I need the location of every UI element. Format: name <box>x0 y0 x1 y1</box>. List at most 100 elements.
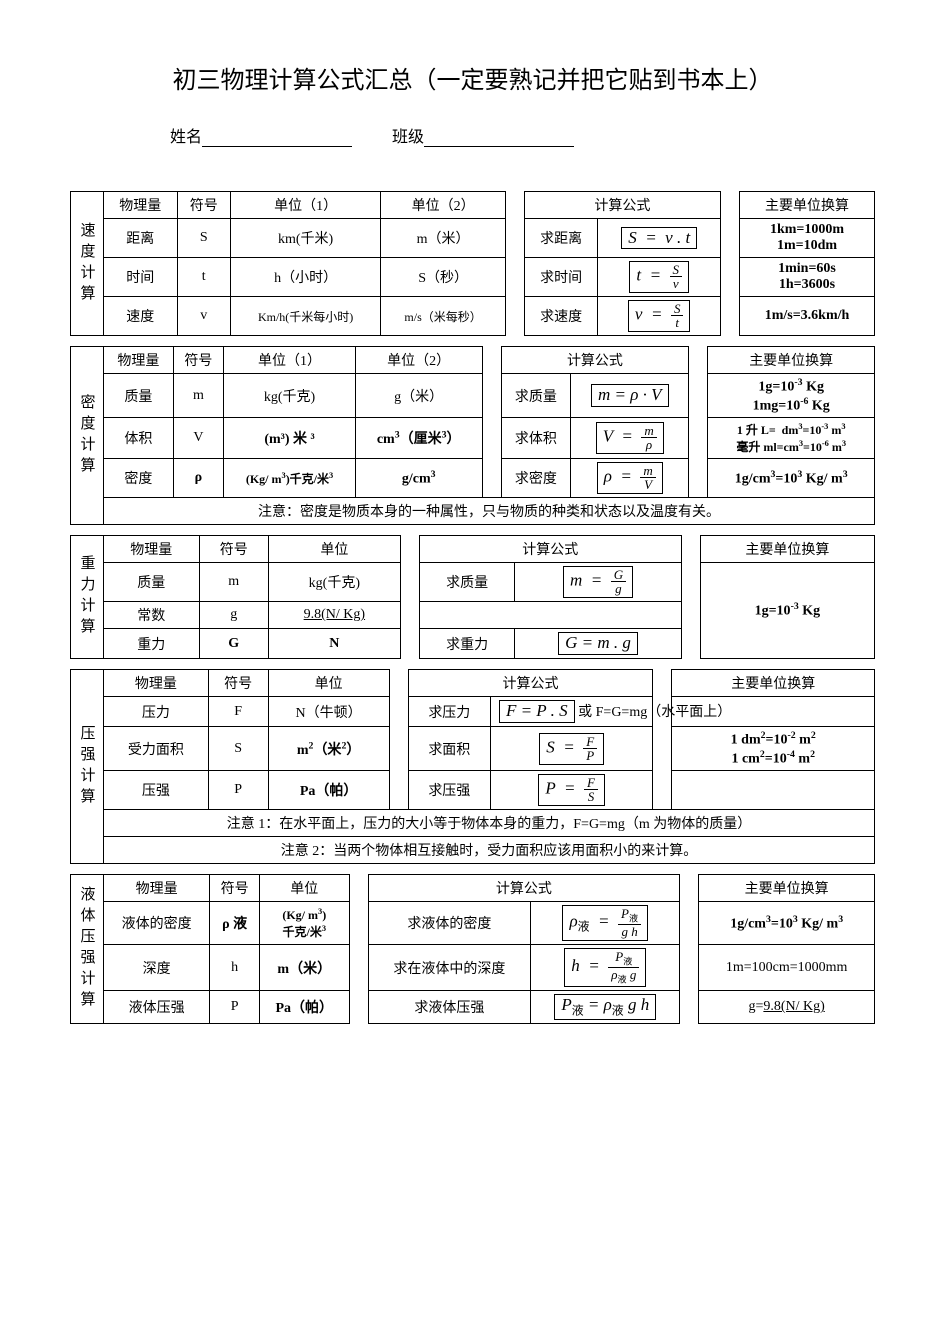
cell: G <box>199 629 268 659</box>
hdr: 物理量 <box>104 670 209 697</box>
hdr: 单位 <box>268 536 400 563</box>
hdr: 计算公式 <box>501 347 689 374</box>
cell: m（米） <box>260 945 350 991</box>
section-label: 液体压强计算 <box>71 875 104 1024</box>
cell: S（秒） <box>381 258 506 297</box>
formula-box: V = mρ <box>571 418 689 459</box>
page-title: 初三物理计算公式汇总（一定要熟记并把它贴到书本上） <box>70 60 875 95</box>
hdr-u1: 单位（1） <box>230 192 380 219</box>
cell: g/cm3 <box>355 459 482 498</box>
formula-box: ρ液 = P液g h <box>531 902 680 945</box>
cell: 体积 <box>104 418 174 459</box>
hdr: 符号 <box>210 875 260 902</box>
cell: 求面积 <box>408 727 490 771</box>
cell: 距离 <box>104 219 178 258</box>
name-blank[interactable] <box>202 128 352 147</box>
cell: km(千米) <box>230 219 380 258</box>
cell: 液体的密度 <box>104 902 210 945</box>
cell: m（米） <box>381 219 506 258</box>
cell: 质量 <box>104 563 200 602</box>
cell: (Kg/ m3)千克/米3 <box>260 902 350 945</box>
hdr: 符号 <box>208 670 268 697</box>
cell: 时间 <box>104 258 178 297</box>
formula-box: m = Gg <box>515 563 681 602</box>
conv: 1km=1000m1m=10dm <box>739 219 874 258</box>
conv: 1g=10-3 Kg <box>700 563 874 659</box>
cell: 求质量 <box>501 374 571 418</box>
hdr: 单位（2） <box>355 347 482 374</box>
cell: m2（米2） <box>268 727 389 771</box>
cell: F <box>208 697 268 727</box>
cell: Pa（帕） <box>260 991 350 1024</box>
cell: kg(千克) <box>224 374 356 418</box>
formula-box: S = v . t <box>598 219 721 258</box>
cell: S <box>208 727 268 771</box>
hdr: 单位（1） <box>224 347 356 374</box>
cell: S <box>177 219 230 258</box>
cell: 求速度 <box>524 297 598 336</box>
cell: 常数 <box>104 602 200 629</box>
formula-box: P = FS <box>490 771 652 810</box>
conv: 1m/s=3.6km/h <box>739 297 874 336</box>
cell: 求时间 <box>524 258 598 297</box>
cell: kg(千克) <box>268 563 400 602</box>
hdr-qty: 物理量 <box>104 192 178 219</box>
table-density: 密度计算 物理量 符号 单位（1） 单位（2） 计算公式 主要单位换算 质量 m… <box>70 346 875 525</box>
cell: 求距离 <box>524 219 598 258</box>
formula-box: v = St <box>598 297 721 336</box>
table-pressure: 压强计算 物理量 符号 单位 计算公式 主要单位换算 压力 F N（牛顿） 求压… <box>70 669 875 864</box>
cell: 求液体压强 <box>368 991 531 1024</box>
cell: m <box>199 563 268 602</box>
cell: Pa（帕） <box>268 771 389 810</box>
cell: 求在液体中的深度 <box>368 945 531 991</box>
hdr: 物理量 <box>104 875 210 902</box>
cell: 密度 <box>104 459 174 498</box>
section-label: 重力计算 <box>71 536 104 659</box>
cell: 求密度 <box>501 459 571 498</box>
cell: 质量 <box>104 374 174 418</box>
cell: Km/h(千米每小时) <box>230 297 380 336</box>
cell: 重力 <box>104 629 200 659</box>
conv: 1g/cm3=103 Kg/ m3 <box>708 459 875 498</box>
cell: h <box>210 945 260 991</box>
formula-box: ρ = mV <box>571 459 689 498</box>
conv: 1 dm2=10-2 m21 cm2=10-4 m2 <box>672 727 875 771</box>
cell: 求压强 <box>408 771 490 810</box>
cell: 液体压强 <box>104 991 210 1024</box>
cell: m <box>173 374 224 418</box>
hdr: 主要单位换算 <box>708 347 875 374</box>
cell: g <box>199 602 268 629</box>
formula-box: G = m . g <box>515 629 681 659</box>
cell: t <box>177 258 230 297</box>
cell: 压强 <box>104 771 209 810</box>
label-class: 班级 <box>392 129 424 146</box>
conv: 1 升 L= dm3=10-3 m3毫升 ml=cm3=10-6 m3 <box>708 418 875 459</box>
conv: 1g/cm3=103 Kg/ m3 <box>699 902 875 945</box>
formula-box: F = P . S 或 F=G=mg（水平面上） <box>490 697 874 727</box>
hdr-conv: 主要单位换算 <box>739 192 874 219</box>
cell: 深度 <box>104 945 210 991</box>
cell <box>419 602 681 629</box>
cell: m/s（米每秒） <box>381 297 506 336</box>
cell: P <box>208 771 268 810</box>
conv: 1min=60s1h=3600s <box>739 258 874 297</box>
cell: N <box>268 629 400 659</box>
hdr: 符号 <box>199 536 268 563</box>
hdr: 符号 <box>173 347 224 374</box>
cell: V <box>173 418 224 459</box>
hdr: 计算公式 <box>408 670 653 697</box>
formula-box: h = P液ρ液 g <box>531 945 680 991</box>
section-label: 密度计算 <box>71 347 104 525</box>
cell: ρ 液 <box>210 902 260 945</box>
class-blank[interactable] <box>424 128 574 147</box>
table-speed: 速度计算 物理量 符号 单位（1） 单位（2） 计算公式 主要单位换算 距离 S… <box>70 191 875 336</box>
note: 注意 1：在水平面上，压力的大小等于物体本身的重力，F=G=mg（m 为物体的质… <box>104 810 875 837</box>
hdr: 单位 <box>268 670 389 697</box>
cell: cm3（厘米3） <box>355 418 482 459</box>
cell: v <box>177 297 230 336</box>
cell: 求压力 <box>408 697 490 727</box>
formula-box: P液 = ρ液 g h <box>531 991 680 1024</box>
section-label: 速度计算 <box>71 192 104 336</box>
hdr-sym: 符号 <box>177 192 230 219</box>
cell: ρ <box>173 459 224 498</box>
